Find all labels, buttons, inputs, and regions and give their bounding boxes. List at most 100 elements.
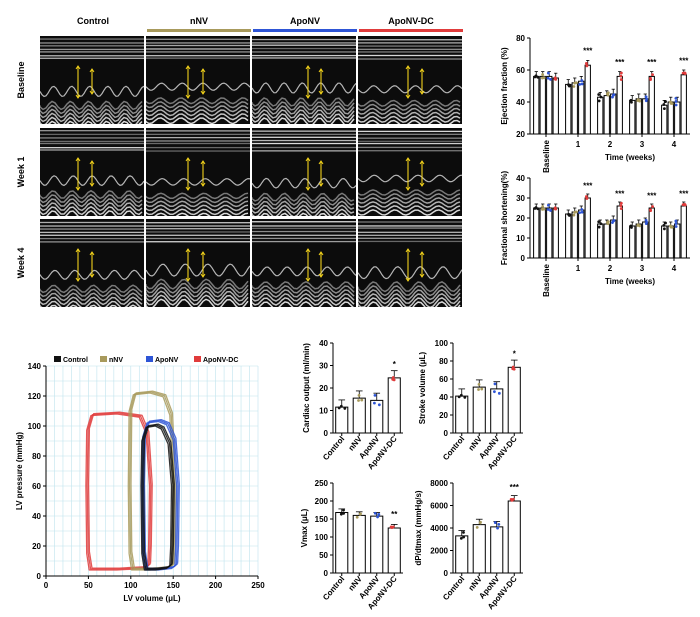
wall-trace <box>39 269 145 280</box>
data-point <box>572 85 576 88</box>
bar-aponv-dc <box>680 205 687 259</box>
tissue-band <box>252 237 356 240</box>
data-point <box>662 227 666 231</box>
tissue-band <box>40 237 144 240</box>
legend-label: ApoNV-DC <box>203 357 238 364</box>
data-point <box>462 530 465 534</box>
data-point <box>533 75 537 79</box>
wall-trace <box>39 85 145 98</box>
echo-background <box>146 36 250 124</box>
data-point <box>493 390 496 394</box>
data-point <box>619 74 623 78</box>
echo-image <box>251 219 357 310</box>
posterior-wall-trace <box>145 113 249 121</box>
y-tick-label: 0 <box>521 254 526 263</box>
arrow-head <box>200 90 206 95</box>
data-point <box>606 220 610 223</box>
tissue-band <box>358 51 462 53</box>
echo-image <box>39 128 145 220</box>
y-tick-label: 60 <box>439 375 448 384</box>
wall-trace <box>39 175 145 187</box>
tissue-band <box>252 150 356 152</box>
tissue-band <box>40 231 144 234</box>
arrow-head <box>305 94 311 99</box>
posterior-wall-trace <box>39 108 143 119</box>
bar-nnv <box>539 207 546 259</box>
y-tick-label: 40 <box>32 512 41 521</box>
data-point <box>373 393 377 397</box>
tissue-band <box>146 146 250 149</box>
arrow-head <box>75 94 81 99</box>
bar-aponv-dc <box>387 527 401 574</box>
data-point <box>572 213 576 217</box>
data-point <box>533 207 537 210</box>
data-point <box>584 195 588 198</box>
x-tick-label: 1 <box>576 140 581 149</box>
bar-nnv <box>352 514 366 574</box>
tissue-band <box>252 146 356 149</box>
data-point <box>645 220 649 224</box>
data-point <box>606 91 610 95</box>
posterior-wall-trace <box>39 100 143 111</box>
bar-nnv <box>539 75 546 135</box>
bar-aponv-dc <box>387 377 401 434</box>
tissue-band <box>40 234 144 236</box>
data-point <box>629 98 633 102</box>
arrow-head <box>75 186 81 191</box>
legend-swatch <box>146 356 153 362</box>
arrow-head <box>419 251 425 256</box>
posterior-wall-trace <box>39 300 143 310</box>
arrow-head <box>200 182 206 187</box>
data-point <box>377 403 381 407</box>
posterior-wall-trace <box>357 201 461 208</box>
data-point <box>357 393 361 397</box>
bar-nnv <box>603 95 610 135</box>
data-point <box>546 208 550 211</box>
data-point <box>644 95 648 99</box>
posterior-wall-trace <box>39 201 143 212</box>
data-point <box>619 71 623 75</box>
y-tick-label: 0 <box>324 569 329 578</box>
pv-loop-aponv-dc <box>86 412 152 570</box>
bar-control <box>661 225 668 259</box>
y-tick-label: 100 <box>435 339 449 348</box>
bar-control <box>629 99 636 135</box>
y-tick-label: 120 <box>28 392 42 401</box>
posterior-wall-trace <box>251 97 355 107</box>
tissue-band <box>252 51 356 53</box>
echo-image <box>145 219 251 310</box>
bar-aponv <box>610 219 617 259</box>
y-tick-label: 40 <box>439 393 448 402</box>
posterior-wall-trace <box>251 105 355 115</box>
posterior-wall-trace <box>251 192 355 202</box>
data-point <box>636 223 640 227</box>
arrow-head <box>89 182 95 187</box>
data-point <box>683 72 687 75</box>
bar-aponv <box>674 101 681 135</box>
data-point <box>373 401 376 405</box>
arrow-head <box>185 248 191 253</box>
data-point <box>549 209 552 212</box>
arrow-head <box>419 68 425 73</box>
arrow-head <box>89 68 95 73</box>
tissue-band <box>358 45 462 47</box>
posterior-wall-trace <box>251 296 355 306</box>
posterior-wall-trace <box>357 193 461 200</box>
tissue-band <box>146 225 250 227</box>
y-tick-label: 60 <box>32 482 41 491</box>
y-tick-label: 80 <box>439 357 448 366</box>
y-tick-label: 6000 <box>430 502 448 511</box>
posterior-wall-trace <box>145 105 249 113</box>
x-axis-label: Time (weeks) <box>605 277 655 286</box>
tissue-band <box>252 225 356 227</box>
y-axis-label: LV pressure (mmHg) <box>15 432 24 510</box>
data-point <box>462 535 465 539</box>
y-tick-label: 40 <box>516 174 525 183</box>
data-point <box>580 210 584 214</box>
tissue-band <box>146 237 250 240</box>
column-label-aponv-dc: ApoNV-DC <box>388 16 434 26</box>
arrow-head <box>305 186 311 191</box>
posterior-wall-trace <box>145 97 249 105</box>
tissue-band <box>40 133 144 136</box>
x-tick-label: 250 <box>251 581 265 590</box>
